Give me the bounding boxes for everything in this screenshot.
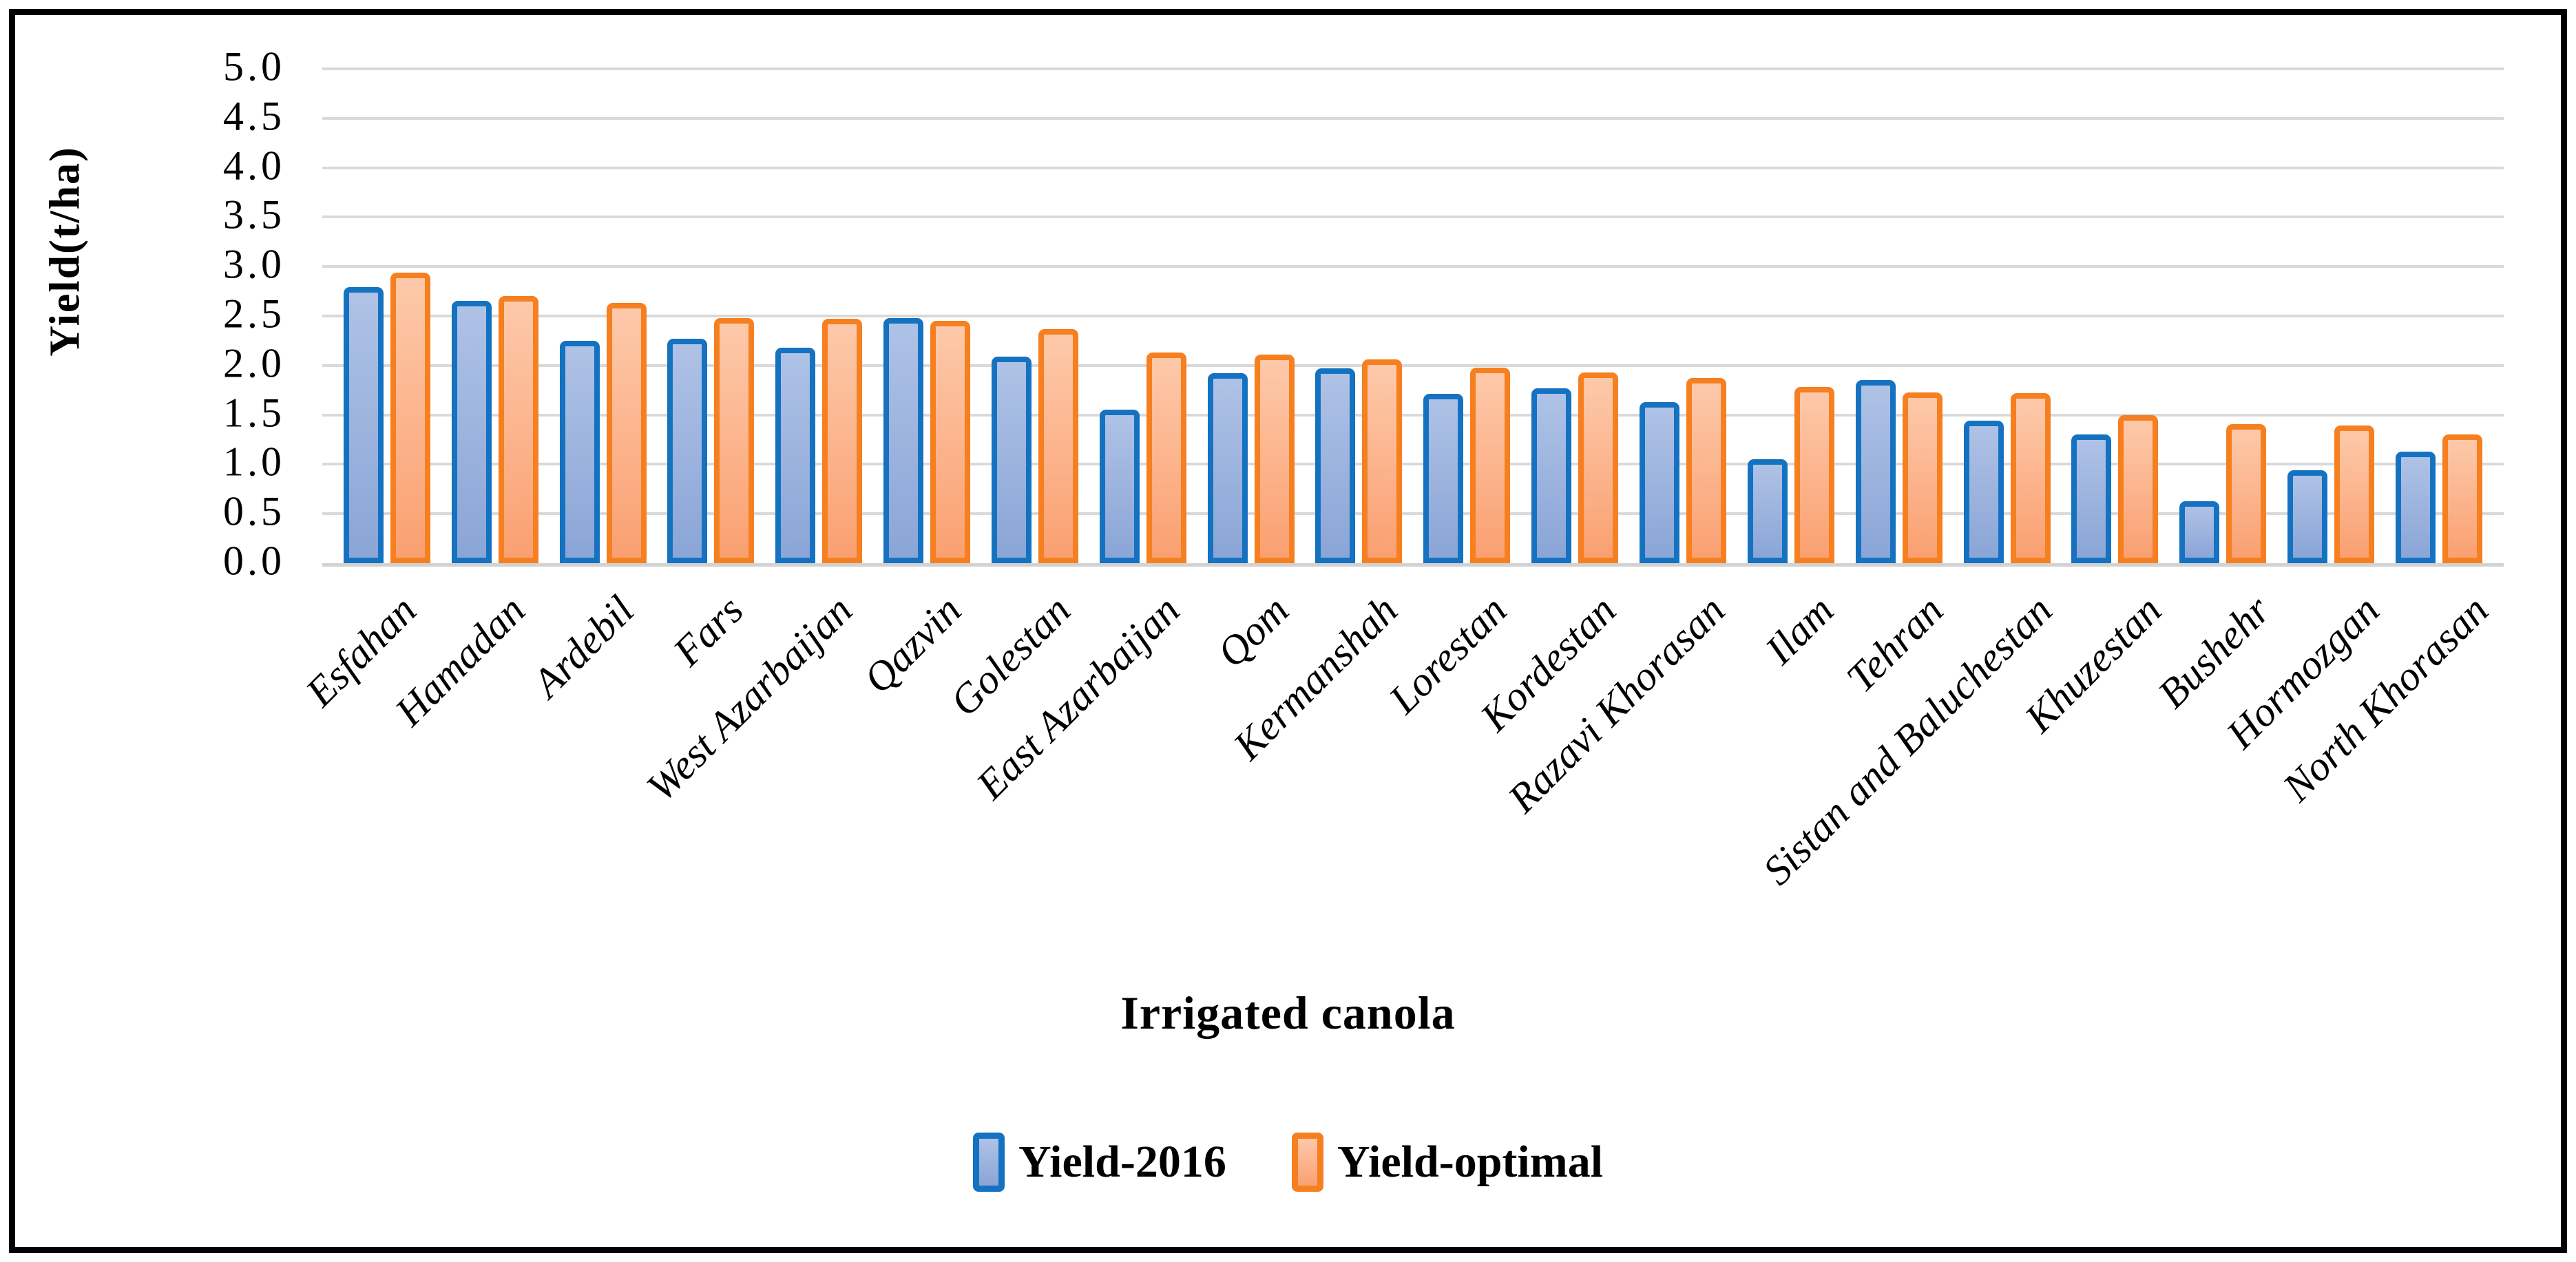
bar-Yield-2016-Qazvin — [883, 317, 924, 563]
plot-area — [322, 67, 2504, 567]
figure-border — [9, 9, 2567, 1253]
gridline-4.5 — [322, 116, 2504, 120]
bar-Yield-2016-Bushehr — [2179, 501, 2220, 563]
bar-Yield-2016-Hamadan — [451, 301, 492, 563]
bar-Yield-2016-Razavi Khorasan — [1639, 401, 1679, 563]
legend-item-yield-2016: Yield-2016 — [972, 1133, 1226, 1192]
bar-group-Esfahan — [343, 69, 430, 563]
bar-series-container — [322, 69, 2504, 563]
bar-Yield-optimal-North Khorasan — [2442, 434, 2482, 563]
bar-group-Hamadan — [451, 69, 538, 563]
legend-swatch-yield-2016-icon — [972, 1133, 1005, 1192]
bar-group-Kermanshah — [1315, 69, 1403, 563]
y-tick-label-2.5: 2.5 — [223, 291, 285, 337]
bar-Yield-2016-North Khorasan — [2395, 451, 2436, 563]
bar-group-Ilam — [1747, 69, 1834, 563]
bar-group-Khuzestan — [2071, 69, 2159, 563]
bar-Yield-optimal-Sistan and Baluchestan — [2010, 393, 2051, 563]
bar-Yield-optimal-Kermanshah — [1362, 359, 1403, 563]
bar-Yield-optimal-West Azarbaijan — [822, 319, 863, 563]
y-tick-label-0.0: 0.0 — [223, 538, 285, 584]
bar-Yield-optimal-Lorestan — [1470, 367, 1511, 563]
bar-Yield-2016-Qom — [1207, 373, 1248, 563]
bar-Yield-2016-Golestan — [991, 356, 1032, 563]
y-axis-tick-labels: 5.0 4.5 4.0 3.5 3.0 2.5 2.0 1.5 1.0 0.5 0.0 — [0, 44, 303, 584]
bar-group-West Azarbaijan — [775, 69, 863, 563]
bar-group-North Khorasan — [2395, 69, 2482, 563]
bar-group-Qom — [1207, 69, 1295, 563]
legend: Yield-2016 Yield-optimal — [0, 1133, 2576, 1192]
y-tick-label-4.5: 4.5 — [223, 93, 285, 139]
bar-Yield-2016-West Azarbaijan — [775, 347, 816, 563]
bar-Yield-optimal-Hormozgan — [2334, 425, 2375, 563]
bar-Yield-2016-East Azarbaijan — [1099, 410, 1140, 563]
y-tick-label-0.5: 0.5 — [223, 488, 285, 534]
bar-Yield-optimal-Hamadan — [498, 296, 538, 563]
bar-Yield-optimal-Esfahan — [390, 272, 430, 563]
bar-Yield-optimal-Tehran — [1902, 392, 1943, 563]
bar-Yield-optimal-Bushehr — [2226, 423, 2267, 563]
gridline-4.0 — [322, 166, 2504, 169]
bar-group-Sistan and Baluchestan — [1963, 69, 2051, 563]
y-tick-label-3.5: 3.5 — [223, 192, 285, 238]
gridline-1.5 — [322, 413, 2504, 417]
bar-group-Hormozgan — [2287, 69, 2375, 563]
bar-group-Fars — [667, 69, 755, 563]
legend-item-yield-optimal: Yield-optimal — [1291, 1133, 1604, 1192]
bar-group-East Azarbaijan — [1099, 69, 1186, 563]
bar-Yield-2016-Sistan and Baluchestan — [1963, 421, 2004, 563]
gridline-3.5 — [322, 215, 2504, 219]
y-tick-label-5.0: 5.0 — [223, 43, 285, 90]
bar-Yield-optimal-Khuzestan — [2118, 414, 2159, 563]
bar-Yield-2016-Kordestan — [1531, 388, 1572, 563]
bar-Yield-2016-Tehran — [1855, 380, 1896, 563]
y-tick-label-1.0: 1.0 — [223, 439, 285, 485]
y-tick-label-2.0: 2.0 — [223, 340, 285, 386]
bar-Yield-2016-Ardebil — [559, 340, 600, 563]
bar-Yield-2016-Esfahan — [343, 287, 384, 563]
bar-group-Ardebil — [559, 69, 647, 563]
bar-Yield-optimal-Qom — [1254, 355, 1295, 563]
gridline-5.0 — [322, 67, 2504, 70]
gridline-2.0 — [322, 364, 2504, 367]
legend-label: Yield-optimal — [1337, 1137, 1604, 1187]
bar-group-Golestan — [991, 69, 1078, 563]
bar-Yield-optimal-Razavi Khorasan — [1686, 378, 1726, 563]
bar-Yield-2016-Hormozgan — [2287, 470, 2328, 563]
bar-group-Qazvin — [883, 69, 971, 563]
bar-Yield-2016-Lorestan — [1423, 394, 1464, 563]
legend-label: Yield-2016 — [1018, 1137, 1226, 1187]
bar-Yield-optimal-Kordestan — [1578, 372, 1619, 563]
bar-group-Kordestan — [1531, 69, 1619, 563]
bar-Yield-optimal-Ardebil — [606, 303, 647, 563]
bar-group-Tehran — [1855, 69, 1943, 563]
bar-Yield-optimal-Qazvin — [930, 321, 971, 563]
legend-swatch-yield-optimal-icon — [1291, 1133, 1323, 1192]
bar-Yield-optimal-Ilam — [1794, 387, 1834, 563]
y-tick-label-1.5: 1.5 — [223, 390, 285, 436]
bar-Yield-optimal-East Azarbaijan — [1146, 353, 1186, 563]
bar-group-Bushehr — [2179, 69, 2267, 563]
gridline-1.0 — [322, 463, 2504, 466]
bar-Yield-2016-Khuzestan — [2071, 434, 2112, 563]
y-tick-label-3.0: 3.0 — [223, 241, 285, 287]
bar-group-Lorestan — [1423, 69, 1511, 563]
bar-group-Razavi Khorasan — [1639, 69, 1726, 563]
gridline-3.0 — [322, 265, 2504, 269]
x-axis-title: Irrigated canola — [1120, 987, 1456, 1039]
bar-Yield-2016-Kermanshah — [1315, 368, 1356, 563]
gridline-2.5 — [322, 315, 2504, 317]
bar-Yield-optimal-Fars — [714, 317, 755, 563]
bar-Yield-optimal-Golestan — [1038, 328, 1078, 563]
bar-Yield-2016-Fars — [667, 339, 708, 563]
y-tick-label-4.0: 4.0 — [223, 143, 285, 189]
bar-Yield-2016-Ilam — [1747, 459, 1788, 563]
gridline-0.5 — [322, 512, 2504, 516]
